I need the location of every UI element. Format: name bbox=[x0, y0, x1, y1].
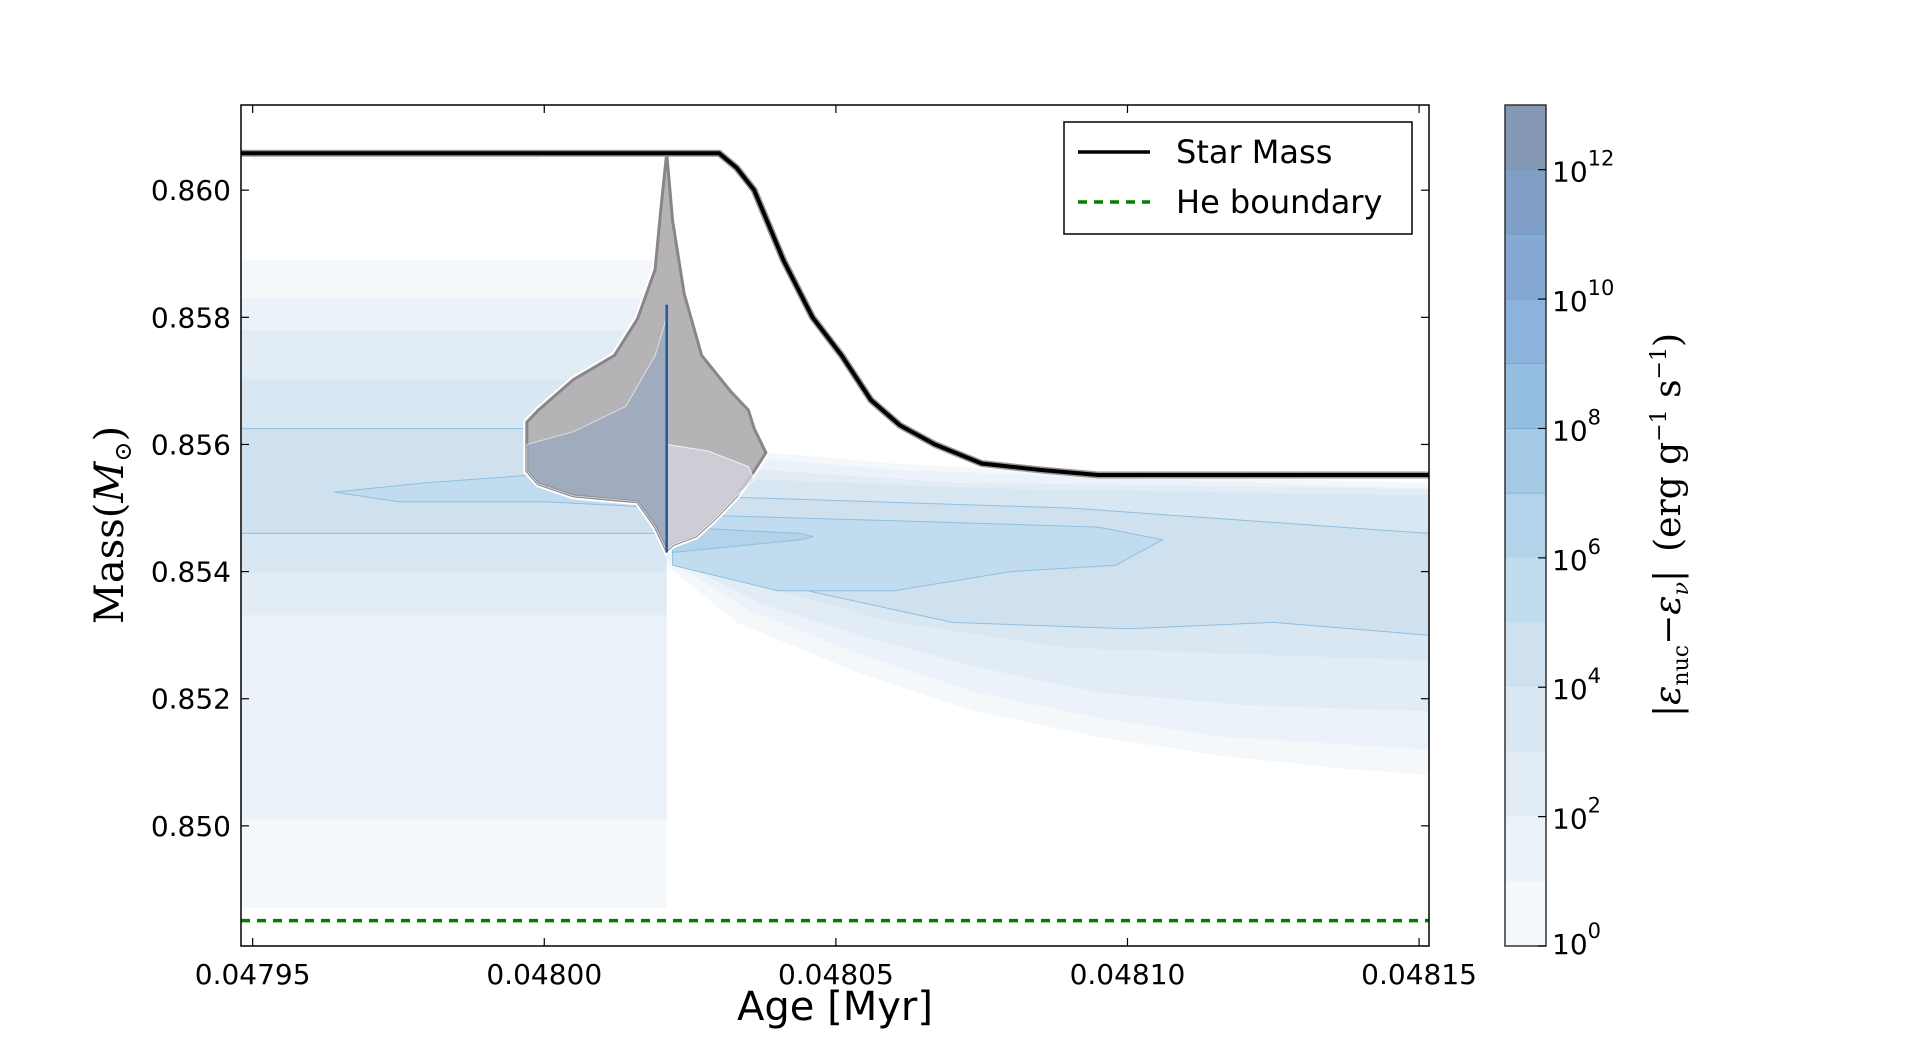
negative-region bbox=[523, 152, 770, 557]
colorbar-tick-exponent: 0 bbox=[1588, 919, 1601, 943]
colorbar-tick-exponent: 2 bbox=[1588, 794, 1601, 818]
y-axis-ticks: 0.850 0.852 0.854 0.856 0.858 0.860 bbox=[151, 174, 1429, 843]
cb-label-units: (erg g bbox=[1648, 442, 1689, 552]
y-label-main: Mass bbox=[87, 518, 133, 624]
colorbar-band-7 bbox=[1505, 493, 1546, 558]
colorbar-tick-base: 10 bbox=[1552, 414, 1588, 447]
x-axis-ticks: 0.04795 0.04800 0.04805 0.04810 0.04815 bbox=[195, 105, 1477, 991]
colorbar-tick-base: 10 bbox=[1552, 285, 1588, 318]
cb-label-eps: ε bbox=[1648, 686, 1689, 705]
legend-label-he-boundary: He boundary bbox=[1176, 183, 1382, 221]
colorbar-band-5 bbox=[1505, 622, 1546, 688]
cb-label-sub-nuc: nuc bbox=[1669, 645, 1694, 686]
colorbar-tick-exponent: 8 bbox=[1588, 405, 1601, 429]
cb-label-bar: | bbox=[1648, 705, 1689, 717]
colorbar-band-2 bbox=[1505, 816, 1546, 882]
legend-box bbox=[1063, 121, 1413, 235]
y-label-sub: ⊙ bbox=[109, 442, 137, 462]
colorbar-band-8 bbox=[1504, 428, 1547, 494]
cb-label-minus: − bbox=[1648, 615, 1689, 645]
x-axis-label: Age [Myr] bbox=[737, 984, 933, 1030]
colorbar-tick-label: 108 bbox=[1552, 405, 1601, 447]
y-axis-label: Mass(M⊙) bbox=[87, 426, 137, 624]
colorbar-tick-label: 102 bbox=[1552, 794, 1601, 836]
x-tick-label: 0.04815 bbox=[1361, 958, 1477, 991]
colorbar-band-12 bbox=[1504, 169, 1547, 235]
colorbar-frame bbox=[1504, 104, 1547, 947]
colorbar-tick-exponent: 4 bbox=[1588, 664, 1601, 688]
cb-label-s: s bbox=[1648, 379, 1689, 409]
x-tick-label: 0.04805 bbox=[778, 958, 894, 991]
contour-region-level-1 bbox=[252, 156, 539, 160]
colorbar-band-6 bbox=[1505, 557, 1546, 623]
colorbar-band-4 bbox=[1505, 687, 1546, 752]
series-lines bbox=[241, 149, 1429, 923]
legend: Star Mass He boundary bbox=[1063, 121, 1413, 235]
y-tick-label: 0.852 bbox=[151, 683, 231, 716]
y-tick-label: 0.860 bbox=[151, 174, 231, 207]
colorbar-label: |εnuc−εν|(erg g−1 s−1) bbox=[1647, 333, 1694, 717]
colorbar-tick-label: 104 bbox=[1552, 664, 1601, 706]
colorbar-band-1 bbox=[1505, 881, 1546, 946]
colorbar-tick-base: 10 bbox=[1552, 673, 1588, 706]
colorbar-tick-base: 10 bbox=[1552, 156, 1588, 189]
colorbar-band-3 bbox=[1505, 751, 1546, 817]
y-tick-label: 0.854 bbox=[151, 556, 231, 589]
cb-label-exp2: −1 bbox=[1647, 347, 1672, 379]
colorbar-tick-label: 106 bbox=[1552, 535, 1601, 577]
y-label-symbol: M bbox=[87, 461, 133, 504]
colorbar-tick-label: 1010 bbox=[1552, 276, 1614, 318]
plot-frame bbox=[240, 104, 1430, 947]
y-label-paren-close: ) bbox=[87, 426, 133, 442]
colorbar-band-11 bbox=[1504, 234, 1547, 300]
negative-region-light-lobe bbox=[666, 443, 755, 552]
colorbar-tick-label: 100 bbox=[1552, 919, 1601, 961]
cb-label-close: ) bbox=[1648, 333, 1689, 347]
colorbar-tick-exponent: 6 bbox=[1588, 535, 1601, 559]
cb-label-bar2: | bbox=[1648, 570, 1689, 582]
cb-label-sub-nu: ν bbox=[1669, 582, 1694, 595]
x-tick-label: 0.04795 bbox=[195, 958, 311, 991]
legend-label-star-mass: Star Mass bbox=[1176, 133, 1332, 171]
colorbar-tick-exponent: 10 bbox=[1588, 276, 1615, 300]
y-tick-label: 0.856 bbox=[151, 428, 231, 461]
colorbar-band-10 bbox=[1504, 298, 1547, 365]
colorbar-tick-exponent: 12 bbox=[1588, 147, 1615, 171]
y-label-paren: ( bbox=[87, 503, 133, 519]
colorbar-band-13 bbox=[1504, 104, 1547, 170]
cb-label-exp1: −1 bbox=[1647, 409, 1672, 441]
contour-regions bbox=[240, 156, 1430, 908]
colorbar-band-9 bbox=[1504, 363, 1547, 429]
series-line-star-mass bbox=[241, 151, 1429, 477]
colorbar-tick-label: 1012 bbox=[1552, 147, 1614, 189]
x-tick-label: 0.04810 bbox=[1070, 958, 1186, 991]
colorbar-tick-base: 10 bbox=[1552, 544, 1588, 577]
x-tick-label: 0.04800 bbox=[486, 958, 602, 991]
colorbar bbox=[1504, 104, 1547, 946]
colorbar-tick-base: 10 bbox=[1552, 928, 1588, 961]
cb-label-eps2: ε bbox=[1648, 595, 1689, 614]
y-tick-label: 0.858 bbox=[151, 301, 231, 334]
negative-region-blue-lobe bbox=[526, 317, 668, 551]
colorbar-tick-base: 10 bbox=[1552, 803, 1588, 836]
y-tick-label: 0.850 bbox=[151, 810, 231, 843]
